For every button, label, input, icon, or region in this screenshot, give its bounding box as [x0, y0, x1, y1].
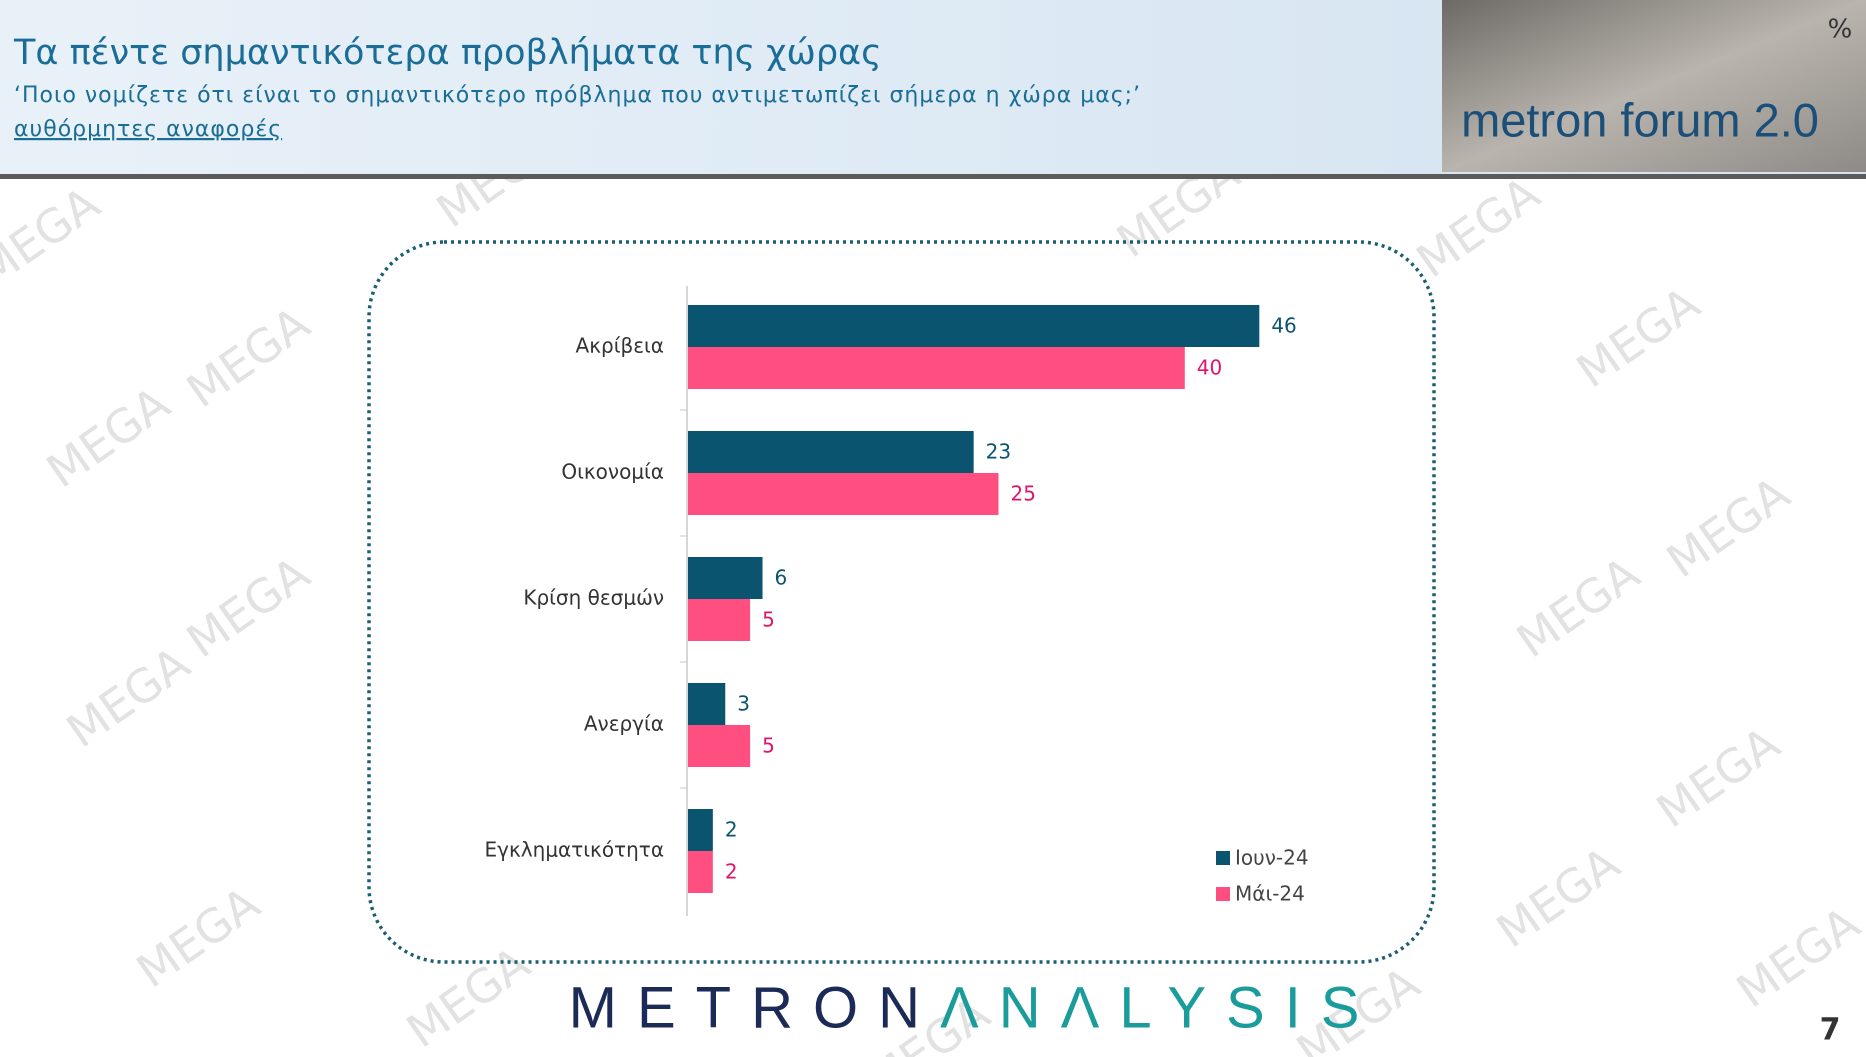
data-label: 2 [725, 860, 738, 884]
bar [688, 557, 763, 599]
header-rule [0, 174, 1866, 179]
title: Τα πέντε σημαντικότερα προβλήματα της χώ… [13, 33, 882, 73]
note: αυθόρμητες αναφορές [14, 117, 282, 142]
bar [688, 347, 1185, 389]
chart-frame [367, 240, 1436, 964]
legend-swatch [1216, 887, 1230, 901]
data-label: 40 [1197, 356, 1222, 380]
brand-first: METRON [569, 975, 940, 1040]
data-label: 23 [986, 440, 1011, 464]
category-label: Κρίση θεσμών [523, 586, 664, 610]
bar [688, 473, 999, 515]
page-number: 7 [1820, 1013, 1841, 1048]
data-label: 6 [775, 566, 788, 590]
logo-text: metron forum 2.0 [1461, 93, 1819, 146]
data-label: 2 [725, 818, 738, 842]
bar [688, 683, 726, 725]
bar [688, 809, 713, 851]
bar [688, 851, 713, 893]
logo-image [1442, 0, 1866, 172]
bar [688, 305, 1260, 347]
category-label: Οικονομία [561, 460, 664, 484]
legend-label: Μάι-24 [1235, 882, 1305, 906]
bar [688, 431, 974, 473]
data-label: 25 [1011, 482, 1036, 506]
bar [688, 599, 751, 641]
data-label: 5 [762, 734, 775, 758]
bar [688, 725, 751, 767]
category-label: Ακρίβεια [576, 334, 664, 358]
logo-symbol: % [1828, 15, 1853, 45]
legend-swatch [1216, 851, 1230, 865]
legend-label: Ιουν-24 [1235, 846, 1309, 870]
data-label: 46 [1271, 314, 1296, 338]
data-label: 3 [737, 692, 750, 716]
data-label: 5 [762, 608, 775, 632]
category-label: Εγκληματικότητα [485, 838, 664, 862]
category-label: Ανεργία [584, 712, 664, 736]
subtitle: ‘Ποιο νομίζετε ότι είναι το σημαντικότερ… [14, 83, 1141, 108]
brand-second: ΛNΛLYSIS [940, 975, 1380, 1040]
